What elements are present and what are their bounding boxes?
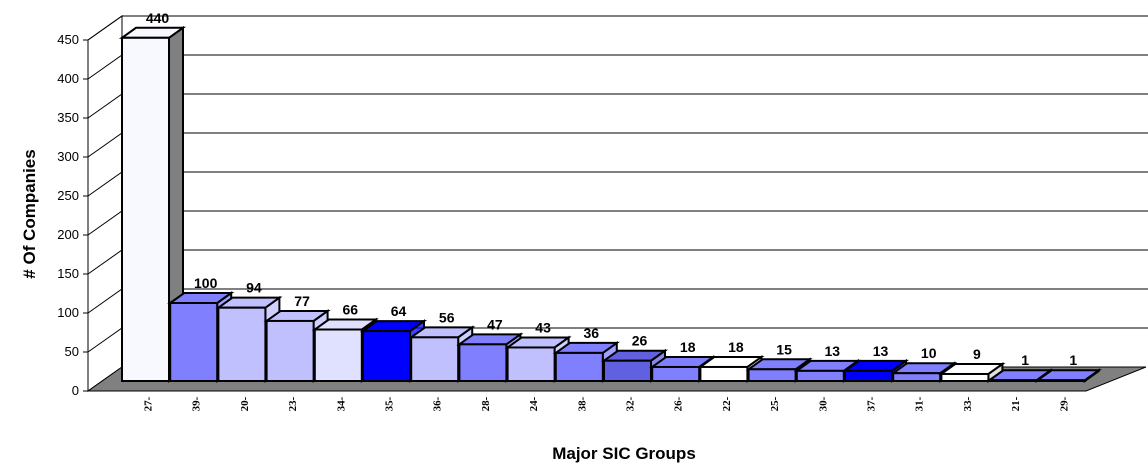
bar xyxy=(651,365,701,382)
value-label: 36 xyxy=(584,325,600,341)
value-label: 18 xyxy=(728,339,744,355)
value-label: 77 xyxy=(294,293,310,309)
y-tick-label: 150 xyxy=(57,266,79,281)
value-label: 10 xyxy=(921,345,937,361)
value-label: 100 xyxy=(194,275,218,291)
y-axis: 0 50 100 150 200 250 300 350 400 450 xyxy=(57,32,89,398)
category-label: 32- xyxy=(625,396,637,411)
y-tick-label: 0 xyxy=(72,383,79,398)
bar xyxy=(988,379,1038,383)
bar xyxy=(458,343,508,382)
value-label: 66 xyxy=(343,302,359,318)
y-tick-label: 200 xyxy=(57,227,79,242)
value-label: 13 xyxy=(873,343,889,359)
category-label: 39- xyxy=(191,396,203,411)
y-axis-title: # Of Companies xyxy=(20,149,39,278)
value-label: 1 xyxy=(1069,352,1077,368)
y-tick-label: 250 xyxy=(57,188,79,203)
value-label: 15 xyxy=(776,341,792,357)
category-label: 24- xyxy=(528,396,540,411)
gridline xyxy=(87,132,1148,158)
category-label: 37- xyxy=(866,396,878,411)
category-label: 35- xyxy=(384,396,396,411)
category-label: 23- xyxy=(287,396,299,411)
x-axis-title: Major SIC Groups xyxy=(552,444,696,463)
category-label: 28- xyxy=(480,396,492,411)
value-labels: 440 100 94 77 66 64 56 47 43 36 26 18 18 15 13 13 10 9 1 1 xyxy=(146,10,1078,368)
gridline xyxy=(87,15,1148,41)
category-label: 22- xyxy=(721,396,733,411)
y-tick-label: 450 xyxy=(57,32,79,47)
bar xyxy=(1036,379,1086,383)
value-label: 26 xyxy=(632,333,648,349)
bar xyxy=(313,328,363,382)
value-label: 440 xyxy=(146,10,170,26)
value-label: 94 xyxy=(246,280,262,296)
category-label: 25- xyxy=(769,396,781,411)
bar xyxy=(699,365,749,382)
bar xyxy=(217,306,267,382)
category-label: 31- xyxy=(914,396,926,411)
gridline xyxy=(87,249,1148,275)
category-label: 26- xyxy=(673,396,685,411)
bar xyxy=(747,368,797,382)
gridline xyxy=(87,54,1148,80)
category-label: 33- xyxy=(962,396,974,411)
category-label: 21- xyxy=(1010,396,1022,411)
value-label: 47 xyxy=(487,316,503,332)
category-label: 38- xyxy=(576,396,588,411)
bar xyxy=(265,319,315,383)
gridline xyxy=(87,171,1148,197)
gridline xyxy=(87,210,1148,236)
y-tick-label: 300 xyxy=(57,149,79,164)
category-label: 20- xyxy=(239,396,251,411)
value-label: 13 xyxy=(825,343,841,359)
category-label: 29- xyxy=(1058,396,1070,411)
bar xyxy=(795,369,845,382)
bar xyxy=(362,330,411,382)
category-label: 30- xyxy=(817,396,829,411)
value-label: 43 xyxy=(535,319,551,335)
bar xyxy=(940,372,990,383)
gridline xyxy=(87,93,1148,119)
bar xyxy=(892,372,942,383)
bars xyxy=(118,25,1102,383)
side-wall xyxy=(87,15,123,392)
value-label: 9 xyxy=(973,346,981,362)
category-labels: 27- 39- 20- 23- 34- 35- 36- 28- 24- 38- 32- 26- 22- 2… xyxy=(143,396,1071,411)
value-label: 18 xyxy=(680,339,696,355)
bar xyxy=(844,369,893,382)
y-tick-label: 100 xyxy=(57,305,79,320)
bar xyxy=(169,302,219,382)
y-tick-label: 350 xyxy=(57,110,79,125)
y-tick-label: 50 xyxy=(65,344,79,359)
bar xyxy=(554,351,604,383)
value-label: 1 xyxy=(1021,352,1029,368)
bar xyxy=(506,346,556,382)
bar xyxy=(121,36,170,383)
y-tick-label: 400 xyxy=(57,71,79,86)
bar xyxy=(603,359,652,383)
value-label: 64 xyxy=(391,303,407,319)
category-label: 34- xyxy=(335,396,347,411)
value-label: 56 xyxy=(439,309,455,325)
category-label: 27- xyxy=(143,396,155,411)
category-label: 36- xyxy=(432,396,444,411)
bar xyxy=(410,336,460,383)
